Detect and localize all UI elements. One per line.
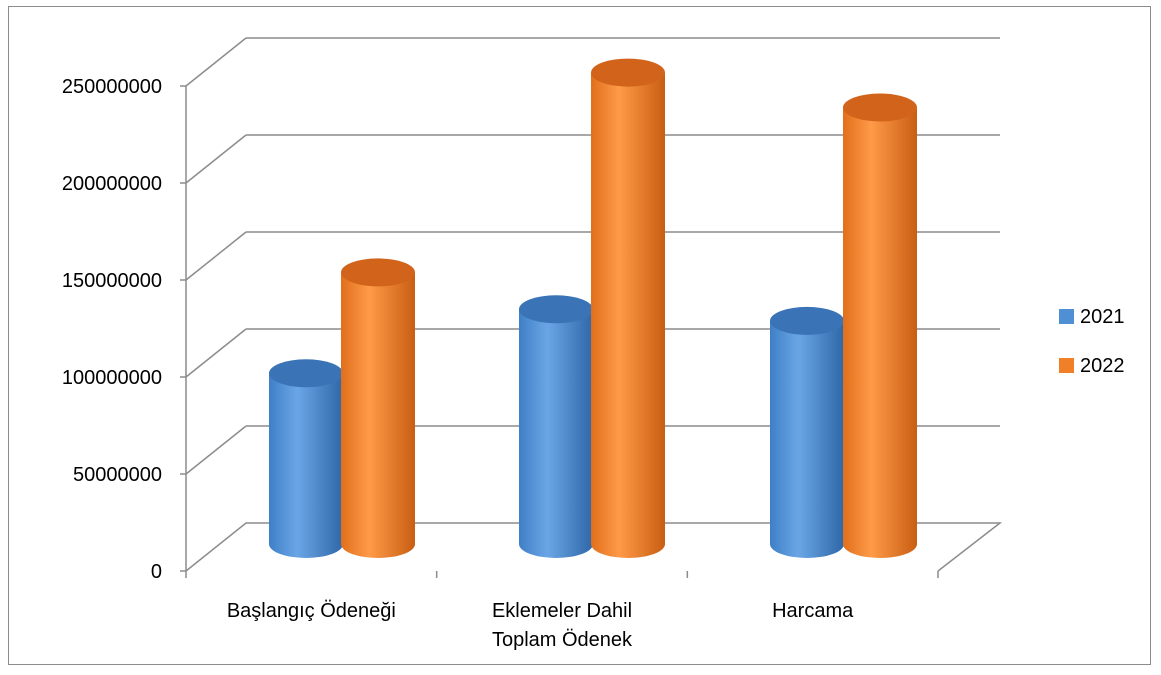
cylinder-body [843,107,917,558]
cylinder-bar [341,258,415,558]
legend-label: 2022 [1080,355,1125,377]
side-gridline [185,37,247,87]
cylinder-top [591,58,665,87]
cylinder-bar [770,306,844,558]
y-tick-label: 150000000 [62,270,162,292]
cylinder-body [770,320,844,558]
side-gridline [185,425,247,475]
cylinder-bar [591,58,665,558]
cylinder-top [519,295,593,324]
y-tick-label: 50000000 [73,464,162,486]
legend-swatch [1059,358,1074,373]
legend-label: 2021 [1080,306,1125,328]
x-category-label: Başlangıç Ödeneği [227,600,396,622]
side-gridline [185,134,247,184]
cylinder-top [770,306,844,335]
axis-layer [180,85,939,578]
bar-layer [269,58,917,558]
cylinder-top [269,359,343,388]
label-layer: 0 50000000 100000000 150000000 200000000 2500… [62,76,854,651]
y-tick-label: 250000000 [62,76,162,98]
y-tick-label: 0 [151,561,162,583]
cylinder-body [591,72,665,558]
cylinder-bar [269,359,343,558]
y-tick-label: 100000000 [62,367,162,389]
y-tick-label: 200000000 [62,173,162,195]
legend: 2021 2022 [1059,306,1125,377]
cylinder-bar [519,295,593,558]
cylinder-body [341,272,415,558]
side-gridline [185,328,247,378]
x-category-label: Toplam Ödenek [492,629,633,651]
cylinder-body [269,373,343,558]
x-category-label: Harcama [772,600,854,622]
cylinder-top [843,93,917,122]
cylinder-bar [843,93,917,558]
cylinder-top [341,258,415,287]
side-gridline [185,231,247,281]
legend-swatch [1059,309,1074,324]
x-category-label: Eklemeler Dahil [492,600,632,622]
cylinder-body [519,309,593,558]
